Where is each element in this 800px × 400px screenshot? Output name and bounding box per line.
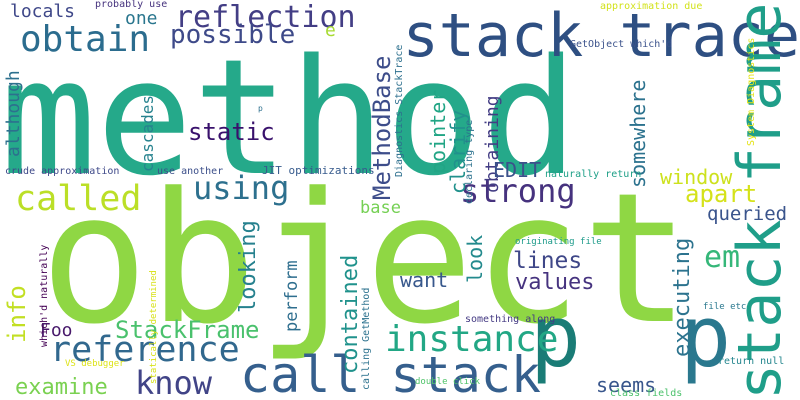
word-look: look [463, 234, 487, 283]
word-although: although [3, 70, 24, 157]
word-obtain: obtain [20, 19, 151, 60]
word-double-click: double click [415, 377, 481, 387]
word-contained: contained [338, 254, 363, 374]
word-getobject-whichd: GetObject which'd [570, 39, 673, 50]
word-probably-use: probably use [95, 0, 168, 10]
word-base: base [360, 198, 401, 218]
word-instance: instance [385, 319, 559, 360]
word-reference: reference [50, 330, 240, 370]
word-p-left: p [530, 288, 582, 387]
word-reflection: reflection [175, 0, 356, 35]
word-stack-trace: stack trace [402, 1, 800, 71]
word-return-null: return null [718, 356, 785, 367]
word-foo: Foo [40, 320, 73, 341]
word-naturally-return: naturally return [545, 169, 642, 180]
word-one: one [125, 8, 158, 29]
word-diagnostics-stacktrace: Diagnostics StackTrace [394, 44, 405, 177]
word-know: know [135, 364, 213, 400]
word-possible: possible [170, 20, 296, 50]
word-strong: strong [460, 172, 576, 210]
word-edit: EDIT [493, 158, 542, 182]
word-use-another: use another [157, 166, 224, 177]
word-queried: queried [707, 203, 788, 225]
word-calling-getmethod: calling GetMethod [361, 287, 372, 390]
word-methodbase: MethodBase [368, 55, 396, 201]
word-info: info [3, 285, 31, 343]
word-declaring-type: declaring type [464, 119, 475, 204]
word-window: window [660, 165, 733, 189]
word-executing: executing [670, 237, 695, 357]
word-locals: locals [10, 1, 76, 22]
word-approximation-due: approximation due [600, 1, 703, 12]
word-call-stack: call stack [240, 346, 542, 400]
word-looking: looking [236, 220, 261, 313]
word-using: using [193, 169, 290, 207]
word-something-along: something along [465, 314, 556, 325]
word-stackframe-class: StackFrame [115, 316, 260, 344]
word-jit-optimizations: JIT optimizations [262, 164, 375, 177]
word-file-etc: file etc [703, 302, 747, 312]
word-want: want [400, 268, 449, 292]
word-vs-debugger: VS debugger [65, 359, 125, 369]
word-class-fields: class fields [610, 388, 683, 399]
word-originating-file: originating file [515, 237, 602, 247]
word-e: e [325, 20, 336, 41]
word-lines: lines [513, 248, 583, 274]
word-static: static [188, 118, 275, 146]
word-system-diagnostics: System Diagnostics [746, 37, 757, 146]
word-crude-approximation: crude approximation [5, 166, 120, 177]
word-apart: apart [685, 180, 758, 208]
word-p-small: p [258, 104, 263, 113]
word-seems: seems [596, 373, 657, 397]
word-whichd-naturally: which'd naturally [39, 244, 50, 347]
word-cascades: cascades [138, 94, 157, 172]
word-values: values [515, 270, 595, 295]
word-pointer: pointer [426, 89, 450, 174]
word-called: called [15, 179, 142, 219]
word-statically-determined: statically determined [149, 270, 159, 384]
word-object: object [40, 155, 691, 364]
word-examine: examine [15, 375, 108, 400]
word-method: method [0, 24, 578, 211]
word-em: em [704, 240, 741, 275]
word-perform: perform [282, 260, 302, 332]
word-p-right: p [680, 288, 732, 387]
